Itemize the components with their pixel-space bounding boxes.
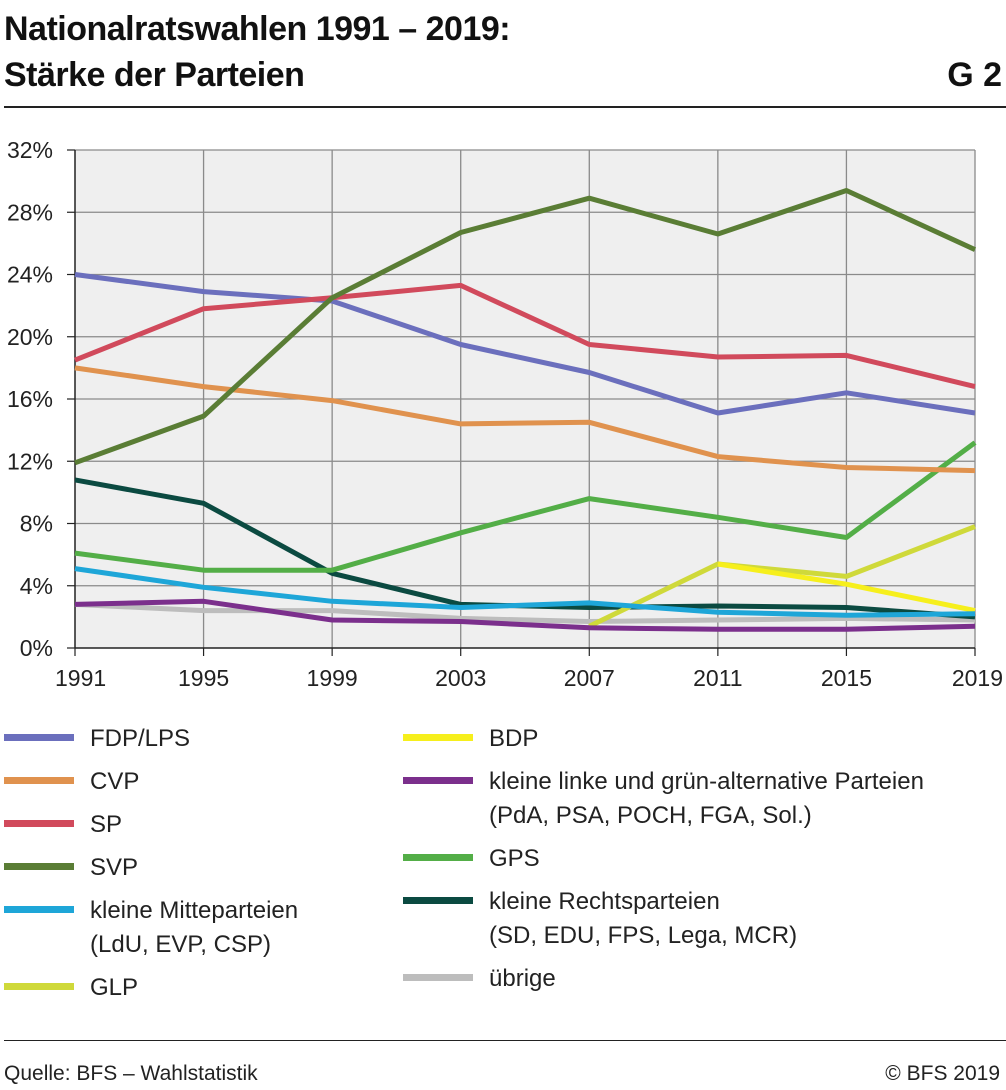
legend-swatch — [403, 854, 473, 861]
y-tick-label: 4% — [20, 573, 53, 599]
y-tick-label: 8% — [20, 511, 53, 537]
series-line-svp — [74, 188, 977, 466]
footer-divider — [4, 1040, 1006, 1041]
legend-item: SVP — [4, 851, 298, 885]
copyright-note: © BFS 2019 — [885, 1062, 1000, 1085]
legend-sublabel: (LdU, EVP, CSP) — [90, 931, 271, 958]
legend-item: kleine Rechtsparteien (SD, EDU, FPS, Lega… — [403, 885, 924, 953]
legend-swatch — [403, 974, 473, 981]
x-tick-label: 1999 — [307, 665, 358, 691]
legend-sublabel: (PdA, PSA, POCH, FGA, Sol.) — [489, 802, 812, 829]
series-line-übrige — [74, 601, 976, 624]
legend-swatch — [4, 734, 74, 741]
y-tick-label: 12% — [7, 448, 53, 474]
x-tick-label: 2019 — [952, 665, 1003, 691]
x-tick-label: 2003 — [435, 665, 486, 691]
legend-sublabel: (SD, EDU, FPS, Lega, MCR) — [489, 922, 798, 949]
x-tick-label: 1991 — [55, 665, 106, 691]
series-line-glp — [588, 524, 976, 629]
chart-legend: FDP/LPS CVP SP SVP kleine Mitteparteien (LdU,… — [0, 722, 1006, 1022]
series-line-cvp — [74, 365, 976, 474]
legend-swatch — [4, 863, 74, 870]
chart-title-line-2: Stärke der Parteien — [4, 56, 305, 94]
legend-swatch — [4, 777, 74, 784]
legend-label: übrige — [489, 965, 556, 992]
series-line-gps — [74, 440, 977, 573]
line-chart: 0% 4% 8% 12% 16% 20% 24% 28% 32% 1991 1995 1999 2003… — [7, 137, 1003, 691]
legend-label: kleine Rechtsparteien — [489, 888, 720, 915]
legend-item: GLP — [4, 971, 298, 1005]
legend-swatch — [4, 820, 74, 827]
legend-label: kleine linke und grün-alternative Partei… — [489, 768, 924, 795]
legend-swatch — [403, 777, 473, 784]
legend-column-right: BDP kleine linke und grün-alternative Par… — [403, 722, 924, 1005]
series-line-kleine-linke-und-grün-alternative-parteien — [74, 598, 976, 632]
legend-swatch — [4, 906, 74, 913]
legend-item: FDP/LPS — [4, 722, 298, 756]
legend-swatch — [4, 983, 74, 990]
legend-item: GPS — [403, 842, 924, 876]
legend-item: SP — [4, 808, 298, 842]
chart-title: Nationalratswahlen 1991 – 2019: Stärke d… — [4, 6, 511, 98]
legend-label: SVP — [90, 854, 139, 881]
x-tick-label: 2007 — [564, 665, 615, 691]
source-note: Quelle: BFS – Wahlstatistik — [4, 1062, 258, 1085]
y-tick-label: 24% — [7, 262, 53, 288]
legend-item: kleine Mitteparteien (LdU, EVP, CSP) — [4, 894, 298, 962]
x-tick-label: 1995 — [178, 665, 229, 691]
legend-label: FDP/LPS — [90, 725, 191, 752]
y-tick-label: 32% — [7, 137, 53, 163]
legend-column-left: FDP/LPS CVP SP SVP kleine Mitteparteien (LdU,… — [4, 722, 298, 1014]
series-line-bdp — [717, 561, 976, 614]
figure-id: G 2 — [947, 56, 1002, 94]
y-tick-label: 28% — [7, 199, 53, 225]
legend-item: BDP — [403, 722, 924, 756]
series-line-sp — [74, 282, 976, 390]
header-divider — [4, 106, 1006, 108]
y-tick-label: 20% — [7, 324, 53, 350]
legend-swatch — [403, 734, 473, 741]
x-tick-label: 2011 — [693, 665, 742, 691]
legend-swatch — [403, 897, 473, 904]
legend-label: CVP — [90, 768, 140, 795]
series-line-fdp-lps — [74, 272, 976, 416]
legend-label: SP — [90, 811, 123, 838]
chart-title-line-1: Nationalratswahlen 1991 – 2019: — [4, 10, 511, 48]
legend-label: GLP — [90, 974, 139, 1001]
x-tick-label: 2015 — [821, 665, 872, 691]
legend-label: GPS — [489, 845, 540, 872]
legend-item: übrige — [403, 962, 924, 996]
legend-label: BDP — [489, 725, 539, 752]
series-line-kleine-mitteparteien — [74, 566, 976, 618]
legend-item: CVP — [4, 765, 298, 799]
legend-label: kleine Mitteparteien — [90, 897, 299, 924]
y-tick-label: 16% — [7, 386, 53, 412]
y-tick-label: 0% — [20, 635, 53, 661]
legend-item: kleine linke und grün-alternative Partei… — [403, 765, 924, 833]
